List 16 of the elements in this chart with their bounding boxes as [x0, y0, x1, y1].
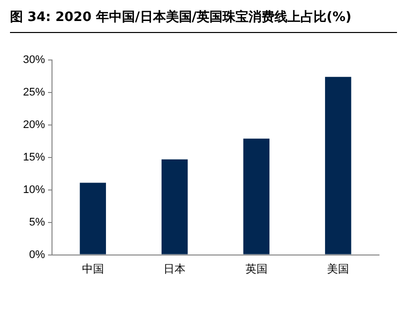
bar — [162, 159, 188, 254]
bar — [325, 76, 352, 254]
y-tick-label: 30% — [22, 54, 46, 66]
y-tick-label: 5% — [29, 216, 46, 228]
y-tick-label: 0% — [29, 248, 46, 261]
y-tick-label: 15% — [22, 151, 46, 164]
x-tick-label: 中国 — [82, 262, 104, 276]
bar — [80, 182, 106, 254]
y-tick-label: 25% — [22, 86, 46, 98]
y-tick-label: 10% — [22, 184, 46, 196]
bar — [243, 138, 270, 254]
x-tick-label: 日本 — [164, 262, 186, 276]
chart-title: 图 34: 2020 年中国/日本美国/英国珠宝消费线上占比(%) — [10, 8, 397, 33]
y-tick-label: 20% — [22, 118, 46, 131]
x-tick-label: 英国 — [245, 262, 268, 276]
x-tick-label: 美国 — [327, 262, 350, 276]
